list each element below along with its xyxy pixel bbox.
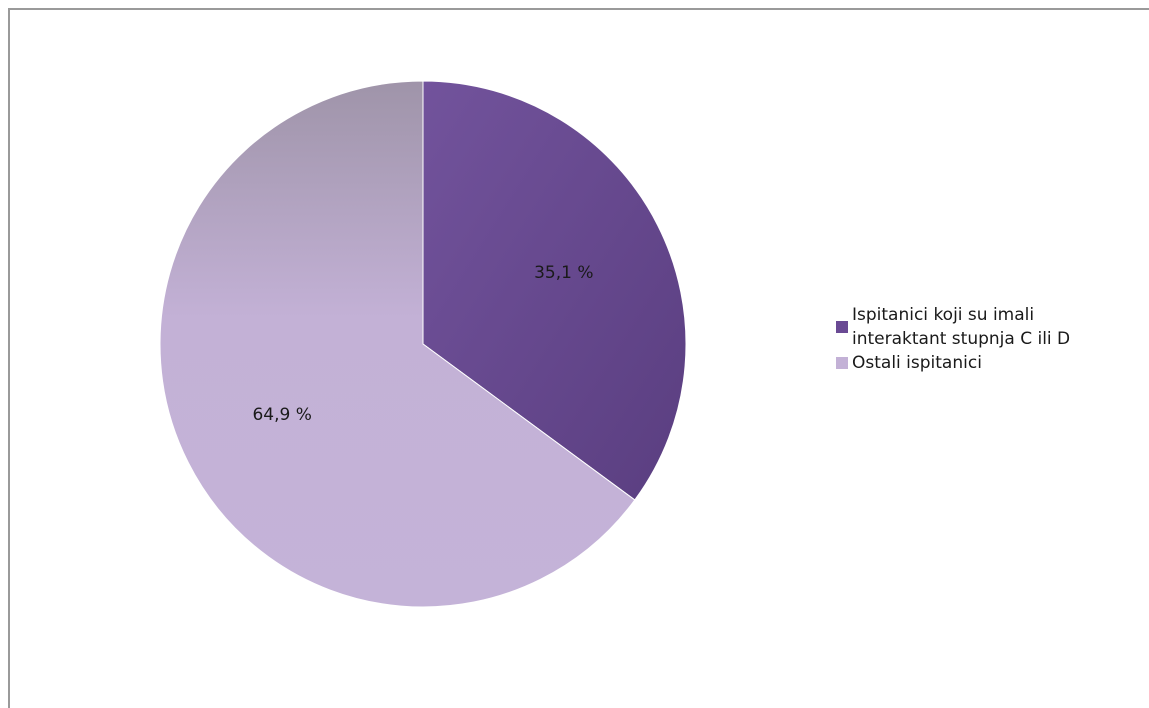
pie-slice-1 (159, 80, 636, 608)
legend-label-line1: Ispitanici koji su imali (852, 305, 1035, 325)
chart-frame (8, 8, 1149, 708)
legend-swatch-icon (836, 357, 848, 369)
legend: Ispitanici koji su imali interaktant stu… (836, 303, 1136, 375)
slice-data-label-0: 35,1 % (534, 263, 593, 283)
slice-data-label-1: 64,9 % (252, 405, 311, 425)
legend-item-interactant: Ispitanici koji su imali interaktant stu… (836, 303, 1136, 351)
legend-label: Ostali ispitanici (852, 353, 982, 373)
legend-label-line2: interaktant stupnja C ili D (852, 329, 1071, 349)
legend-item-ostali: Ostali ispitanici (836, 351, 1136, 375)
legend-label: Ispitanici koji su imali interaktant stu… (852, 303, 1070, 351)
legend-swatch-icon (836, 321, 848, 333)
pie-chart: 35,1 % 64,9 % (159, 80, 687, 608)
pie-slice-0 (422, 80, 687, 501)
